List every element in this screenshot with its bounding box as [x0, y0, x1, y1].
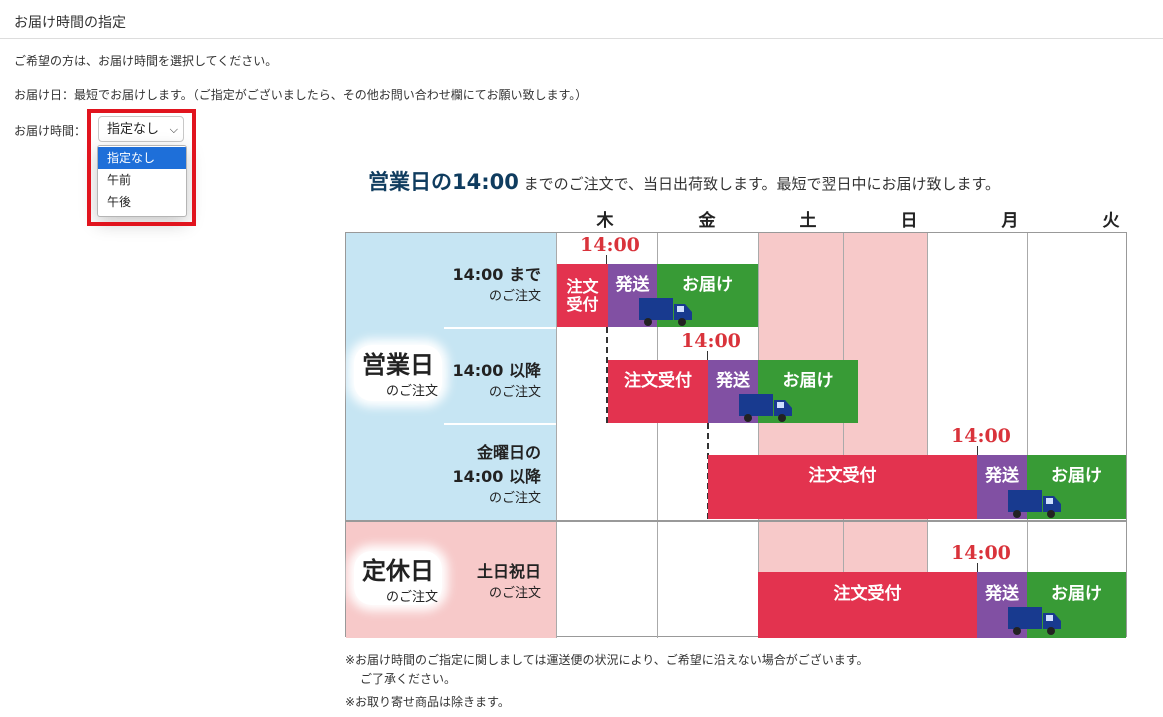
business-day-label: 営業日 のご注文 [354, 345, 442, 401]
delivery-time-dropdown: 指定なし 午前 午後 [97, 145, 187, 217]
delivery-time-select[interactable]: 指定なし ⌵ [98, 116, 184, 142]
row-label-friday-after-14: 金曜日の 14:00 以降 のご注文 [452, 443, 541, 506]
intro-text: ご希望の方は、お届け時間を選択してください。 [14, 54, 278, 68]
time-marker-row1: 14:00 [580, 234, 640, 256]
note-1: ※お届け時間のご指定に関しましては運送便の状況により、ご希望に沿えない場合がござ… [345, 653, 869, 667]
day-mon: 月 [1001, 211, 1019, 231]
shipping-banner: 営業日の14:00 までのご注文で、当日出荷致します。最短で翌日中にお届け致しま… [368, 166, 1000, 196]
note-1b: ご了承ください。 [360, 672, 457, 686]
deliver-bar-row1: お届け [657, 264, 758, 327]
holiday-label: 定休日 のご注文 [354, 551, 442, 605]
highlight-box [87, 109, 196, 226]
section-title: お届け時間の指定 [14, 15, 126, 31]
group-separator [346, 520, 1126, 522]
day-thu: 木 [596, 211, 614, 231]
row-label-after-14: 14:00 以降 のご注文 [452, 361, 541, 400]
order-bar-row1: 注文 受付 [557, 264, 608, 327]
row-label-before-14: 14:00 まで のご注文 [452, 265, 541, 304]
day-fri: 金 [698, 211, 716, 231]
note-2: ※お取り寄せ商品は除きます。 [345, 695, 510, 709]
truck-icon [739, 394, 792, 422]
banner-rest: までのご注文で、当日出荷致します。最短で翌日中にお届け致します。 [518, 175, 1001, 193]
delivery-schedule-table: 営業日 のご注文 定休日 のご注文 14:00 まで のご注文 14:00 以降の… [345, 232, 1127, 638]
day-tue: 火 [1102, 211, 1120, 231]
divider [0, 38, 1163, 39]
order-bar-row2: 注文受付 [608, 360, 708, 423]
select-value: 指定なし [107, 122, 160, 137]
option-morning[interactable]: 午前 [107, 173, 132, 187]
truck-icon [1008, 607, 1061, 635]
option-afternoon[interactable]: 午後 [107, 195, 132, 209]
order-bar-row4: 注文受付 [758, 572, 977, 638]
time-marker-row3: 14:00 [951, 425, 1011, 447]
chevron-down-icon: ⌵ [169, 123, 178, 136]
row-label-holidays: 土日祝日 のご注文 [476, 562, 541, 601]
order-bar-row3: 注文受付 [708, 455, 977, 519]
time-marker-row4: 14:00 [951, 542, 1011, 564]
truck-icon [639, 298, 692, 326]
delivery-day-text: お届け日：最短でお届けします。（ご指定がございましたら、その他お問い合わせ欄にて… [14, 88, 588, 102]
delivery-time-label: お届け時間： [14, 124, 87, 138]
time-marker-row2: 14:00 [681, 330, 741, 352]
truck-icon [1008, 490, 1061, 518]
option-none[interactable]: 指定なし [98, 147, 186, 169]
day-sat: 土 [799, 211, 817, 231]
ship-bar-row1: 発送 [608, 264, 657, 327]
day-sun: 日 [900, 211, 918, 231]
banner-strong: 営業日の14:00 [368, 170, 519, 194]
